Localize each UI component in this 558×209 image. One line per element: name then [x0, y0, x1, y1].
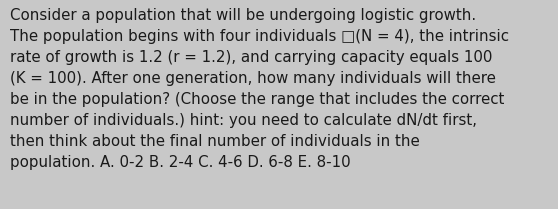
Text: Consider a population that will be undergoing logistic growth.
The population be: Consider a population that will be under… — [10, 8, 509, 170]
